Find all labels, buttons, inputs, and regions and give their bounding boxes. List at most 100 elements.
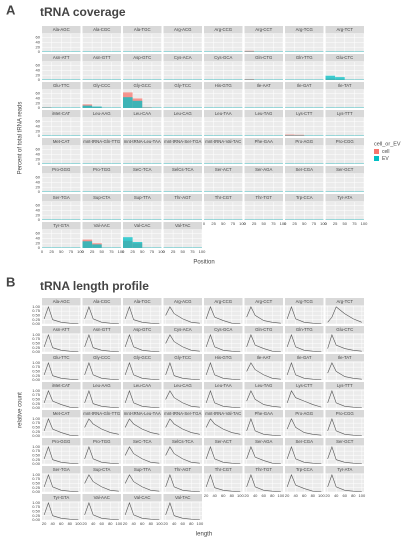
x-tick-label: 60 — [302, 493, 307, 498]
y-tick-label: 0.00 — [32, 349, 41, 354]
facet-label: Gly-TCC — [174, 83, 191, 88]
length-line — [124, 474, 160, 492]
y-tick-label: 60 — [36, 91, 41, 96]
length-line — [205, 389, 241, 408]
facet-strip — [163, 26, 202, 34]
facet-label: His-GTG — [215, 83, 233, 88]
x-tick-label: 50 — [262, 221, 267, 226]
facet-label: Ser-ACT — [215, 439, 232, 444]
coverage-bar — [132, 100, 143, 108]
y-tick-label: 1.00 — [32, 416, 41, 421]
facet-label: Pro-CGG — [336, 411, 355, 416]
facet-label: Leu-CAA — [134, 111, 152, 116]
x-tick-label: 80 — [189, 521, 194, 526]
facet-strip — [244, 110, 283, 118]
facet-strip — [163, 494, 202, 502]
y-tick-label: 60 — [36, 147, 41, 152]
x-tick-label: 50 — [181, 249, 186, 254]
coverage-bar — [92, 106, 102, 108]
y-tick-label: 0.75 — [32, 336, 41, 341]
facet-label: Ala-AGC — [53, 27, 70, 32]
facet-label: SeC-TCA — [133, 167, 152, 172]
x-tick-label: 100 — [118, 249, 125, 254]
facet-label: Asn-ATT — [53, 327, 70, 332]
facet-strip — [163, 138, 202, 146]
length-line — [246, 446, 281, 464]
y-tick-label: 0.25 — [32, 457, 41, 462]
facet-label: Asp-GTC — [133, 327, 151, 332]
length-line — [84, 501, 119, 520]
facet-strip — [244, 138, 283, 146]
facet-label: Tyr-GTA — [53, 495, 69, 500]
facet-strip — [82, 82, 121, 90]
facet-strip — [163, 354, 202, 362]
x-tick-label: 100 — [318, 493, 325, 498]
y-axis-label: relative count — [18, 392, 24, 428]
facet-strip — [285, 382, 324, 390]
facet-strip — [82, 326, 121, 334]
y-tick-label: 1.00 — [32, 472, 41, 477]
facet-strip — [285, 438, 324, 446]
facet-strip — [123, 166, 162, 174]
facet-strip — [163, 438, 202, 446]
x-tick-label: 80 — [351, 493, 356, 498]
length-line — [286, 361, 322, 380]
y-tick-label: 0.00 — [32, 517, 41, 522]
facet-strip — [244, 382, 283, 390]
facet-label: Ile-GAT — [297, 83, 312, 88]
facet-label: Pro-AGG — [295, 139, 313, 144]
facet-strip — [42, 298, 81, 306]
length-line — [84, 305, 119, 324]
x-axis-label: Position — [193, 260, 214, 266]
facet-label: Val-CAC — [134, 495, 150, 500]
facet-label: Cys-ACA — [174, 327, 192, 332]
x-tick-label: 100 — [116, 521, 123, 526]
y-tick-label: 60 — [36, 63, 41, 68]
x-tick-label: 50 — [302, 221, 307, 226]
y-tick-label: 1.00 — [32, 444, 41, 449]
x-tick-label: 60 — [343, 493, 348, 498]
facet-label: Gly-CCC — [93, 355, 110, 360]
facet-label: Thr-AGT — [174, 195, 191, 200]
length-line — [124, 305, 160, 324]
facet-label: Gly-TCC — [174, 355, 191, 360]
facet-strip — [204, 410, 243, 418]
facet-strip — [163, 54, 202, 62]
facet-label: Ser-GCT — [336, 167, 354, 172]
facet-label: Gln-TTG — [296, 327, 313, 332]
x-tick-label: 0 — [243, 221, 246, 226]
facet-strip — [163, 222, 202, 230]
facet-label: Met-CAT — [53, 139, 70, 144]
facet-label: mnt-tRNA-Gln-TTG — [83, 411, 121, 416]
x-tick-label: 20 — [123, 521, 128, 526]
facet-label: Pro-AGG — [295, 411, 313, 416]
x-tick-label: 100 — [320, 221, 327, 226]
y-tick-label: 1.00 — [32, 360, 41, 365]
y-tick-label: 1.00 — [32, 304, 41, 309]
x-tick-label: 25 — [211, 221, 216, 226]
length-line — [327, 389, 362, 408]
x-tick-label: 60 — [59, 521, 64, 526]
facet-label: Ile-TAT — [338, 355, 352, 360]
length-line — [84, 418, 119, 435]
x-tick-label: 80 — [108, 521, 113, 526]
facet-strip — [42, 82, 81, 90]
y-tick-label: 0 — [38, 105, 41, 110]
facet-label: Leu-AAG — [93, 111, 111, 116]
x-tick-label: 100 — [158, 249, 165, 254]
facet-label: Gln-TTG — [296, 55, 313, 60]
facet-label: Val-CAC — [134, 223, 150, 228]
x-tick-label: 60 — [221, 493, 226, 498]
facet-strip — [244, 410, 283, 418]
facet-label: Pro-GGG — [52, 439, 71, 444]
y-tick-label: 0.50 — [32, 312, 41, 317]
x-tick-label: 40 — [293, 493, 298, 498]
facet-label: mnt-tRNA-Val-TAC — [205, 139, 241, 144]
facet-label: Gly-GCC — [134, 83, 151, 88]
facet-label: Tyr-ATA — [337, 467, 352, 472]
y-tick-label: 0.25 — [32, 373, 41, 378]
facet-label: Val-AAC — [94, 495, 110, 500]
length-line — [286, 418, 322, 436]
facet-strip — [123, 382, 162, 390]
y-tick-label: 20 — [36, 100, 41, 105]
